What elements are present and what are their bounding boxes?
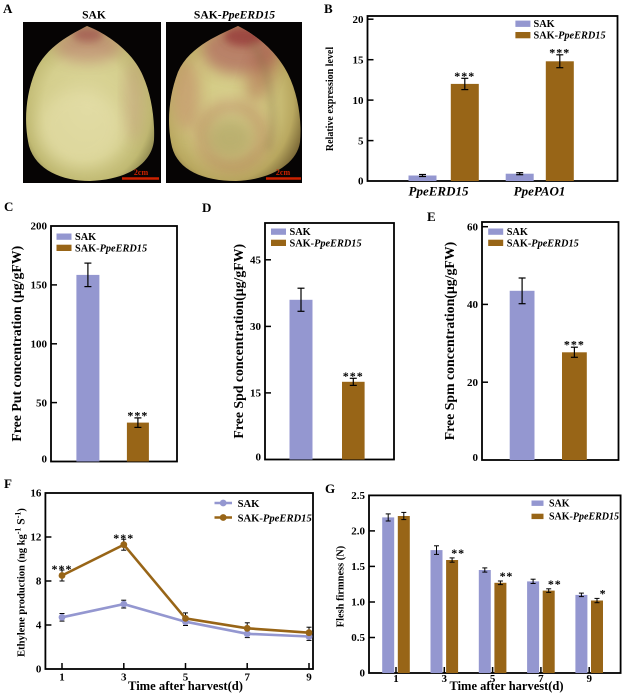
svg-text:***: *** <box>564 338 585 352</box>
svg-text:SAK-PpeERD15: SAK-PpeERD15 <box>290 238 362 249</box>
svg-text:A: A <box>3 1 13 16</box>
svg-text:4: 4 <box>36 620 42 632</box>
svg-text:SAK: SAK <box>534 19 555 30</box>
svg-text:5: 5 <box>358 135 364 147</box>
svg-text:15: 15 <box>250 388 262 400</box>
svg-text:0: 0 <box>256 452 262 464</box>
svg-text:12: 12 <box>30 532 42 544</box>
svg-text:Relative expression level: Relative expression level <box>325 47 336 151</box>
svg-text:**: ** <box>548 577 562 591</box>
svg-text:2cm: 2cm <box>134 168 149 177</box>
svg-text:SAK-PpeERD15: SAK-PpeERD15 <box>549 512 619 523</box>
svg-text:SAK-PpeERD15: SAK-PpeERD15 <box>534 30 606 41</box>
svg-text:Time after harvest(d): Time after harvest(d) <box>449 679 563 693</box>
svg-text:PpeERD15: PpeERD15 <box>409 184 469 199</box>
svg-text:***: *** <box>343 369 364 383</box>
svg-text:7: 7 <box>245 672 251 684</box>
svg-text:3: 3 <box>442 673 448 685</box>
svg-text:60: 60 <box>467 221 479 233</box>
svg-text:SAK-PpeERD15: SAK-PpeERD15 <box>507 238 579 249</box>
svg-text:F: F <box>4 476 12 491</box>
svg-text:2cm: 2cm <box>276 168 291 177</box>
svg-text:Flesh firmness (N): Flesh firmness (N) <box>336 546 347 627</box>
svg-text:1: 1 <box>393 673 399 685</box>
svg-text:5: 5 <box>183 672 189 684</box>
svg-text:0: 0 <box>358 176 364 188</box>
svg-text:***: *** <box>127 408 148 422</box>
svg-text:7: 7 <box>538 673 544 685</box>
svg-text:**: ** <box>451 546 465 560</box>
svg-text:D: D <box>202 200 211 215</box>
svg-text:Free Spd concentration(µg/gFW): Free Spd concentration(µg/gFW) <box>231 244 247 439</box>
svg-text:1.5: 1.5 <box>351 561 365 573</box>
svg-text:50: 50 <box>36 397 48 409</box>
svg-text:45: 45 <box>250 255 262 267</box>
svg-text:***: *** <box>549 45 570 59</box>
svg-text:SAK-PpeERD15: SAK-PpeERD15 <box>194 9 275 22</box>
svg-text:*: * <box>600 586 607 600</box>
svg-text:1.0: 1.0 <box>351 597 365 609</box>
svg-text:30: 30 <box>250 321 262 333</box>
svg-text:40: 40 <box>467 299 479 311</box>
svg-text:***: *** <box>113 531 134 545</box>
svg-text:SAK: SAK <box>507 227 528 238</box>
svg-text:2.0: 2.0 <box>351 526 365 538</box>
svg-text:Ethylene production (ng kg-1 S: Ethylene production (ng kg-1 S-1) <box>14 508 28 657</box>
svg-text:G: G <box>325 481 335 496</box>
svg-text:5: 5 <box>490 673 496 685</box>
svg-text:9: 9 <box>586 673 592 685</box>
svg-text:20: 20 <box>353 14 365 26</box>
svg-text:0.5: 0.5 <box>351 632 365 644</box>
svg-text:PpePAO1: PpePAO1 <box>514 184 566 199</box>
svg-text:SAK: SAK <box>75 232 96 243</box>
svg-text:100: 100 <box>31 338 48 350</box>
svg-text:1: 1 <box>59 672 65 684</box>
svg-text:150: 150 <box>31 280 48 292</box>
svg-text:15: 15 <box>353 54 365 66</box>
svg-text:9: 9 <box>306 672 312 684</box>
svg-text:10: 10 <box>353 95 365 107</box>
svg-text:8: 8 <box>36 576 42 588</box>
svg-text:16: 16 <box>30 488 42 500</box>
svg-text:SAK: SAK <box>238 499 261 510</box>
svg-text:***: *** <box>454 69 475 83</box>
svg-text:2.5: 2.5 <box>351 490 365 502</box>
svg-text:B: B <box>324 1 333 16</box>
svg-text:3: 3 <box>121 672 127 684</box>
svg-text:0: 0 <box>36 664 42 676</box>
svg-text:SAK-PpeERD15: SAK-PpeERD15 <box>75 243 147 254</box>
svg-text:***: *** <box>52 562 73 576</box>
svg-text:0: 0 <box>360 668 366 680</box>
svg-text:SAK: SAK <box>82 9 106 22</box>
svg-text:0: 0 <box>42 454 48 466</box>
svg-text:SAK: SAK <box>290 227 311 238</box>
svg-text:C: C <box>4 199 13 214</box>
svg-text:200: 200 <box>31 221 48 233</box>
svg-text:SAK: SAK <box>549 498 570 509</box>
svg-text:SAK-PpeERD15: SAK-PpeERD15 <box>238 513 313 524</box>
svg-text:Free Spm concentration(µg/gFW): Free Spm concentration(µg/gFW) <box>442 242 458 441</box>
svg-text:**: ** <box>500 569 514 583</box>
svg-text:E: E <box>427 209 436 224</box>
svg-text:Time after harvest(d): Time after harvest(d) <box>128 679 243 693</box>
svg-text:20: 20 <box>467 377 479 389</box>
svg-text:0: 0 <box>473 452 479 464</box>
svg-text:Free Put concentration (µg/gFW: Free Put concentration (µg/gFW) <box>9 246 25 442</box>
